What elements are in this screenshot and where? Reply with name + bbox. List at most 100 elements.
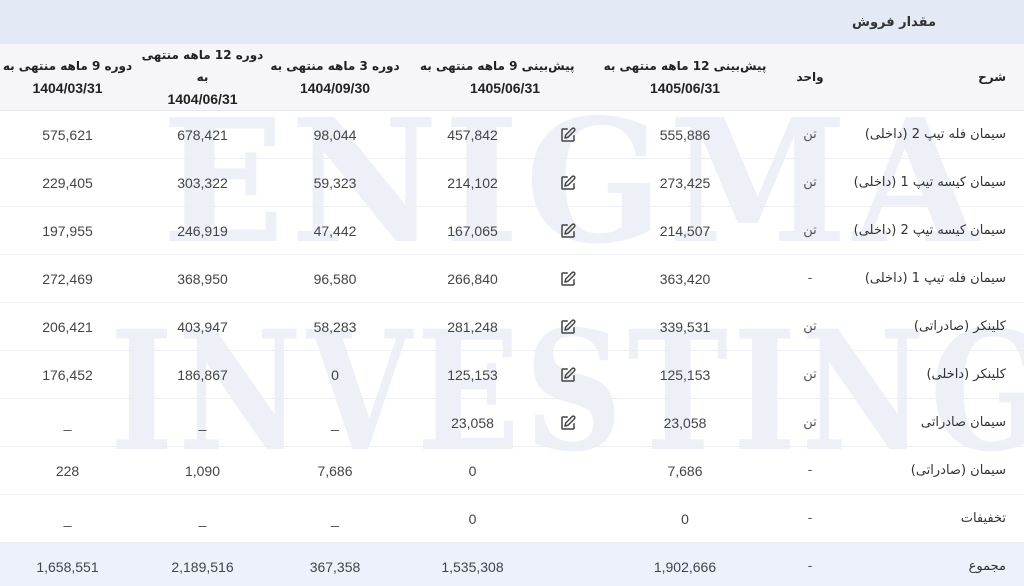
edit-icon[interactable] bbox=[559, 222, 577, 240]
cell-edit bbox=[545, 494, 590, 543]
cell-unit: - bbox=[807, 559, 813, 575]
cell-forecast-12m: 125,153 bbox=[590, 350, 780, 399]
cell-forecast-9m: 457,842 bbox=[400, 110, 545, 159]
cell-forecast-9m: 214,102 bbox=[400, 158, 545, 207]
total-row: مجموع - 1,902,666 1,535,308 367,358 2,18… bbox=[0, 542, 1024, 586]
table-row: کلینکر (صادراتی) تن 339,531 281,248 58,2… bbox=[0, 302, 1024, 351]
table-row: سیمان (صادراتی) - 7,686 0 7,686 1,090 22… bbox=[0, 446, 1024, 495]
header-period-9m-label: دوره 9 ماهه منتهی به bbox=[2, 59, 133, 73]
cell-period-3m: 58,283 bbox=[270, 302, 400, 351]
cell-period-3m: 0 bbox=[270, 350, 400, 399]
table-row: سیمان کیسه تیپ 1 (داخلی) تن 273,425 214,… bbox=[0, 158, 1024, 207]
edit-icon[interactable] bbox=[559, 126, 577, 144]
table-row: سیمان صادراتی تن 23,058 23,058 _ _ _ bbox=[0, 398, 1024, 447]
cell-period-9m: _ bbox=[0, 398, 135, 447]
header-forecast-9m-date: 1405/06/31 bbox=[469, 80, 541, 96]
cell-period-3m: 7,686 bbox=[270, 446, 400, 495]
cell-unit: تن bbox=[780, 398, 840, 447]
cell-forecast-12m: 214,507 bbox=[590, 206, 780, 255]
edit-icon[interactable] bbox=[559, 270, 577, 288]
header-period-9m-date: 1404/03/31 bbox=[32, 80, 103, 96]
cell-period-12m: 678,421 bbox=[135, 110, 270, 159]
table-row: سیمان فله تیپ 2 (داخلی) تن 555,886 457,8… bbox=[0, 110, 1024, 159]
table-row: کلینکر (داخلی) تن 125,153 125,153 0 186,… bbox=[0, 350, 1024, 399]
header-forecast-12m-date: 1405/06/31 bbox=[649, 80, 721, 96]
cell-description: کلینکر (صادراتی) bbox=[840, 302, 1024, 351]
header-period-3m-date: 1404/09/30 bbox=[299, 80, 371, 96]
table-row: تخفیفات - 0 0 _ _ _ bbox=[0, 494, 1024, 543]
edit-icon[interactable] bbox=[559, 318, 577, 336]
cell-edit bbox=[545, 543, 590, 586]
cell-period-3m: _ bbox=[270, 398, 400, 447]
cell-edit bbox=[545, 398, 590, 447]
cell-unit: - bbox=[780, 446, 840, 495]
cell-period-9m: 197,955 bbox=[0, 206, 135, 255]
cell-forecast-9m: 281,248 bbox=[400, 302, 545, 351]
cell-forecast-9m: 23,058 bbox=[400, 398, 545, 447]
cell-forecast-12m: 273,425 bbox=[590, 158, 780, 207]
cell-period-12m: 246,919 bbox=[135, 206, 270, 255]
cell-unit: تن bbox=[780, 110, 840, 159]
cell-forecast-9m: 0 bbox=[400, 446, 545, 495]
header-forecast-9m-label: پیش‌بینی 9 ماهه منتهی به bbox=[420, 59, 575, 73]
cell-period-9m: 272,469 bbox=[0, 254, 135, 303]
header-forecast-12m: پیش‌بینی 12 ماهه منتهی به 1405/06/31 bbox=[590, 44, 780, 111]
cell-description: سیمان صادراتی bbox=[840, 398, 1024, 447]
cell-period-3m: 98,044 bbox=[270, 110, 400, 159]
header-period-3m: دوره 3 ماهه منتهی به 1404/09/30 bbox=[270, 44, 400, 111]
table-body: سیمان فله تیپ 2 (داخلی) تن 555,886 457,8… bbox=[0, 110, 1024, 586]
cell-edit bbox=[545, 446, 590, 495]
cell-period-12m: 1,090 bbox=[135, 446, 270, 495]
cell-description: کلینکر (داخلی) bbox=[840, 350, 1024, 399]
cell-forecast-12m: 363,420 bbox=[590, 254, 780, 303]
header-description: شرح bbox=[840, 44, 1024, 111]
header-period-9m: دوره 9 ماهه منتهی به 1404/03/31 bbox=[0, 44, 135, 111]
cell-description: سیمان کیسه تیپ 2 (داخلی) bbox=[840, 206, 1024, 255]
cell-period-9m: _ bbox=[0, 494, 135, 543]
cell-edit bbox=[545, 254, 590, 303]
edit-icon[interactable] bbox=[559, 174, 577, 192]
table-header-row: شرح واحد پیش‌بینی 12 ماهه منتهی به 1405/… bbox=[0, 44, 1024, 111]
cell-period-3m: 59,323 bbox=[270, 158, 400, 207]
cell-unit: تن bbox=[780, 206, 840, 255]
panel-header: مقدار فروش bbox=[0, 0, 1024, 44]
cell-period-9m: 575,621 bbox=[0, 110, 135, 159]
cell-period-12m: 186,867 bbox=[135, 350, 270, 399]
cell-description: تخفیفات bbox=[840, 494, 1024, 543]
cell-unit: - bbox=[780, 254, 840, 303]
edit-icon[interactable] bbox=[559, 366, 577, 384]
cell-forecast-9m: 125,153 bbox=[400, 350, 545, 399]
cell-period-12m: _ bbox=[135, 398, 270, 447]
cell-period-3m: 367,358 bbox=[309, 558, 361, 575]
header-forecast-12m-label: پیش‌بینی 12 ماهه منتهی به bbox=[603, 59, 767, 73]
cell-period-12m: 368,950 bbox=[135, 254, 270, 303]
cell-forecast-9m: 167,065 bbox=[400, 206, 545, 255]
table-row: سیمان فله تیپ 1 (داخلی) - 363,420 266,84… bbox=[0, 254, 1024, 303]
table-row: سیمان کیسه تیپ 2 (داخلی) تن 214,507 167,… bbox=[0, 206, 1024, 255]
cell-period-3m: 47,442 bbox=[270, 206, 400, 255]
cell-forecast-12m: 339,531 bbox=[590, 302, 780, 351]
panel-title: مقدار فروش bbox=[852, 14, 936, 30]
cell-description: مجموع bbox=[968, 559, 1006, 575]
cell-description: سیمان فله تیپ 2 (داخلی) bbox=[840, 110, 1024, 159]
cell-period-3m: _ bbox=[270, 494, 400, 543]
cell-edit bbox=[545, 350, 590, 399]
cell-forecast-12m: 23,058 bbox=[590, 398, 780, 447]
cell-period-12m: 303,322 bbox=[135, 158, 270, 207]
cell-forecast-12m: 0 bbox=[590, 494, 780, 543]
header-period-12m-label: دوره 12 ماهه منتهی به bbox=[141, 48, 264, 84]
cell-unit: - bbox=[780, 494, 840, 543]
cell-forecast-12m: 555,886 bbox=[590, 110, 780, 159]
cell-forecast-9m: 1,535,308 bbox=[441, 558, 504, 575]
cell-forecast-12m: 7,686 bbox=[590, 446, 780, 495]
cell-unit: تن bbox=[780, 350, 840, 399]
cell-period-12m: _ bbox=[135, 494, 270, 543]
edit-icon[interactable] bbox=[559, 414, 577, 432]
cell-period-12m: 403,947 bbox=[135, 302, 270, 351]
cell-forecast-9m: 0 bbox=[400, 494, 545, 543]
cell-unit: تن bbox=[780, 158, 840, 207]
cell-period-9m: 228 bbox=[0, 446, 135, 495]
header-unit: واحد bbox=[780, 44, 840, 111]
header-period-3m-label: دوره 3 ماهه منتهی به bbox=[270, 59, 400, 73]
